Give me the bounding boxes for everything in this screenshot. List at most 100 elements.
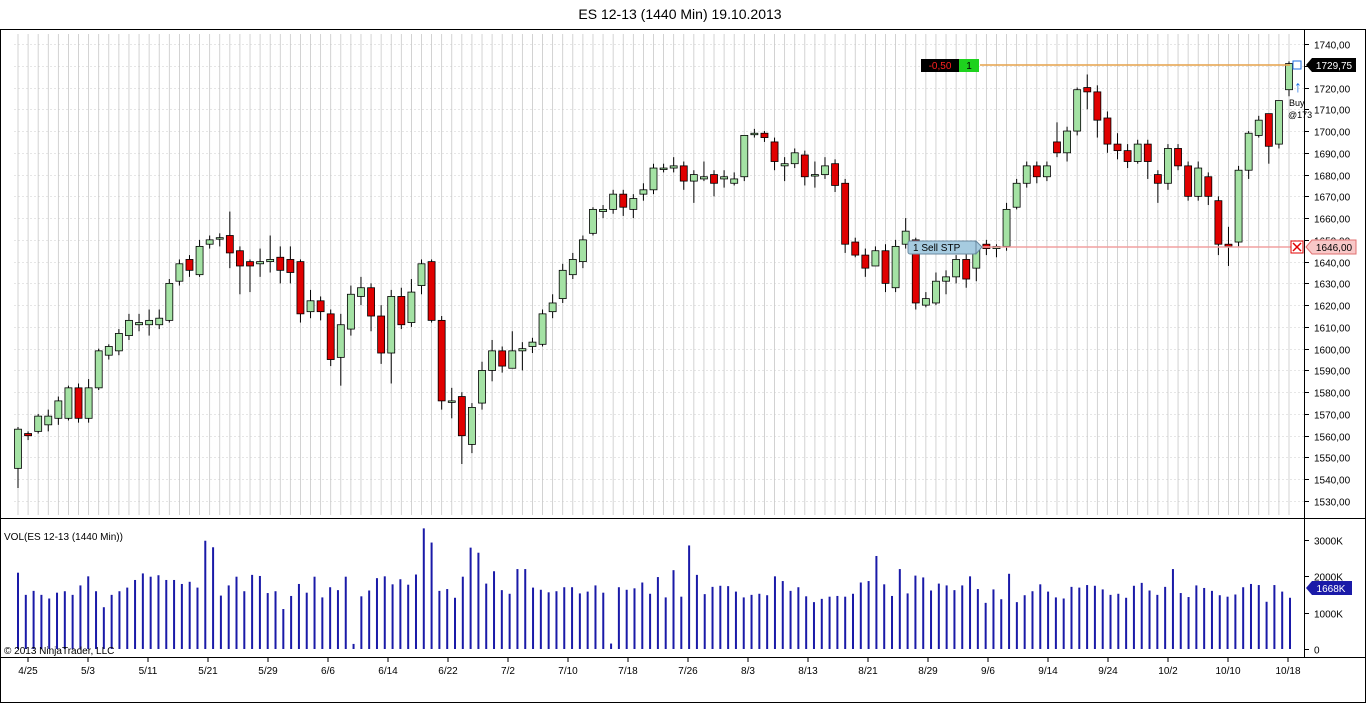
date-tick-label: 7/18 [618, 666, 638, 677]
volume-bar [212, 547, 215, 649]
position-pnl-box[interactable] [921, 59, 959, 72]
candle-down [1153, 174, 1162, 184]
volume-bar [438, 590, 441, 649]
candle-up [518, 348, 527, 352]
candle-up [165, 282, 174, 321]
volume-bar [1015, 602, 1018, 649]
volume-bar [695, 574, 698, 649]
order-handle-icon[interactable] [1292, 60, 1302, 70]
buy-arrow-icon: ↑ [1294, 79, 1302, 96]
price-tick-label: 1680,00 [1314, 172, 1351, 183]
candle-down [831, 163, 839, 186]
date-tick-label: 10/2 [1158, 666, 1178, 677]
volume-bar [79, 585, 82, 649]
volume-bar [578, 593, 581, 649]
volume-bar [508, 593, 511, 649]
volume-bar [173, 579, 176, 649]
volume-bar [266, 593, 269, 649]
current-price-tag [1306, 58, 1356, 72]
volume-bar [1164, 586, 1167, 649]
candle-down [225, 235, 234, 254]
volume-bar [1203, 587, 1206, 649]
volume-bar [664, 597, 667, 649]
candle-up [488, 350, 497, 371]
volume-bar [883, 584, 886, 649]
volume-bar [134, 579, 137, 649]
volume-bar [727, 586, 730, 649]
buy-marker-price: @173 [1288, 110, 1312, 120]
grid-layer [14, 34, 1304, 515]
volume-bar [703, 594, 706, 649]
position-qty-box[interactable] [959, 59, 979, 72]
volume-bar [898, 569, 901, 649]
candle-down [1032, 165, 1041, 178]
volume-bar [391, 584, 394, 649]
candle-down [1204, 176, 1213, 197]
candle-down [185, 259, 194, 271]
candle-up [609, 193, 618, 210]
candle-up [1063, 130, 1071, 154]
candle-up [215, 237, 224, 240]
volume-bar [40, 594, 43, 649]
candle-down [246, 261, 254, 267]
volume-bar [1171, 569, 1174, 649]
volume-bar [1125, 597, 1128, 649]
candle-up [114, 333, 123, 352]
date-tick-label: 9/14 [1038, 666, 1058, 677]
volume-bar [953, 590, 956, 649]
candle-down [397, 296, 406, 326]
date-tick-label: 6/14 [378, 666, 398, 677]
volume-bar [500, 590, 503, 649]
price-tick-label: 1530,00 [1314, 498, 1351, 509]
candle-up [125, 319, 133, 337]
price-tick-label: 1550,00 [1314, 454, 1351, 465]
candle-up [568, 259, 577, 276]
date-tick-label: 8/3 [741, 666, 755, 677]
candle-up [921, 298, 930, 306]
volume-bar [274, 591, 277, 649]
volume-bar [352, 643, 355, 649]
price-tick-label: 1570,00 [1314, 411, 1351, 422]
volume-bar [976, 589, 979, 649]
candle-down [1264, 113, 1273, 147]
volume-bar [1249, 583, 1252, 649]
price-tick-label: 1560,00 [1314, 433, 1351, 444]
volume-bar [321, 597, 324, 649]
volume-bar [750, 594, 753, 649]
candle-up [932, 280, 940, 304]
volume-bar [290, 595, 293, 649]
volume-bar [672, 570, 675, 649]
candle-up [1244, 132, 1253, 171]
candle-up [790, 152, 799, 165]
volume-bar [1265, 601, 1268, 649]
volume-bar [414, 574, 417, 649]
candle-up [145, 319, 154, 326]
volume-bar [797, 587, 800, 649]
candle-down [1093, 91, 1102, 121]
volume-bar [493, 571, 496, 649]
candle-down [1184, 165, 1193, 197]
candle-up [205, 239, 214, 245]
candle-up [1285, 63, 1293, 91]
date-tick-label: 5/21 [198, 666, 218, 677]
candle-up [669, 165, 678, 169]
candle-up [558, 269, 567, 300]
price-tick-label: 1620,00 [1314, 302, 1351, 313]
sell-stop-order-label: 1 Sell STP [913, 243, 961, 254]
volume-bar [875, 555, 878, 649]
volume-bar [789, 590, 792, 649]
volume-bar [766, 595, 769, 649]
volume-bar [773, 576, 776, 649]
candle-up [659, 167, 668, 170]
volume-bar [610, 643, 613, 649]
candle-down [437, 319, 446, 402]
volume-bar [141, 573, 144, 649]
candle-up [1133, 143, 1142, 162]
volume-bar [945, 585, 948, 649]
date-tick-label: 8/13 [798, 666, 818, 677]
candle-down [24, 433, 32, 437]
volume-bar [1031, 591, 1034, 649]
volume-bar [922, 577, 925, 649]
candle-up [700, 176, 708, 180]
